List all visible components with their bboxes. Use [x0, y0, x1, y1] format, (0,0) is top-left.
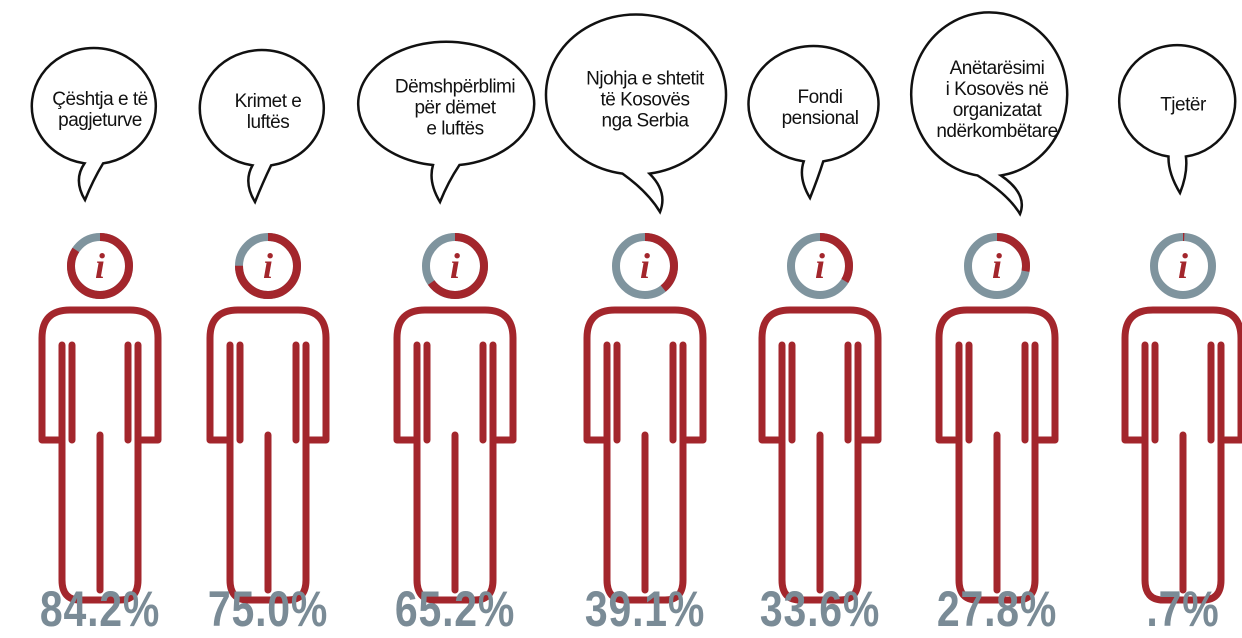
category-label: Çështja e të pagjeturve	[52, 89, 148, 131]
info-icon: i	[95, 246, 105, 286]
category-label: Anëtarësimi i Kosovës në organizatat ndë…	[936, 58, 1058, 142]
donut-share	[67, 233, 133, 299]
speech-bubble	[1117, 43, 1237, 196]
donut-share	[612, 233, 678, 299]
donut-share	[235, 233, 301, 299]
person-outline	[38, 306, 162, 604]
speech-bubble	[30, 46, 157, 203]
person-arms	[68, 341, 132, 594]
category-label: Njohja e shtetit të Kosovës nga Serbia	[586, 68, 704, 132]
value-label: 75.0%	[207, 581, 329, 637]
value-label: 39.1%	[584, 581, 706, 637]
donut-share	[787, 233, 853, 299]
value-label: .7%	[1146, 581, 1220, 637]
info-icon: i	[1178, 246, 1188, 286]
person-outline	[206, 306, 330, 604]
person-outline	[583, 306, 707, 604]
person-arms	[1151, 341, 1215, 594]
category-label: Krimet e luftës	[234, 91, 302, 133]
speech-bubble	[909, 11, 1069, 217]
info-icon: i	[640, 246, 650, 286]
person-arms	[236, 341, 300, 594]
info-icon: i	[992, 246, 1002, 286]
person-outline	[393, 306, 517, 604]
speech-bubble	[544, 13, 728, 215]
info-icon: i	[815, 246, 825, 286]
category-label: Dëmshpërblimi për dëmet e luftës	[394, 76, 516, 140]
speech-bubble	[356, 40, 536, 205]
person-arms	[613, 341, 677, 594]
info-icon: i	[263, 246, 273, 286]
category-label: Tjetër	[1160, 94, 1206, 116]
person-arms	[788, 341, 852, 594]
value-label: 84.2%	[39, 581, 161, 637]
info-icon: i	[450, 246, 460, 286]
person-outline	[1121, 306, 1242, 604]
person-arms	[423, 341, 487, 594]
donut-share	[1150, 233, 1216, 299]
donut-share	[964, 233, 1030, 299]
category-label: Fondi pensional	[781, 87, 859, 129]
person-outline	[935, 306, 1059, 604]
speech-bubble	[198, 48, 325, 205]
person-arms	[965, 341, 1029, 594]
value-label: 65.2%	[394, 581, 516, 637]
donut-share	[422, 233, 488, 299]
value-label: 33.6%	[759, 581, 881, 637]
speech-bubble	[747, 44, 880, 201]
value-label: 27.8%	[936, 581, 1058, 637]
person-outline	[758, 306, 882, 604]
